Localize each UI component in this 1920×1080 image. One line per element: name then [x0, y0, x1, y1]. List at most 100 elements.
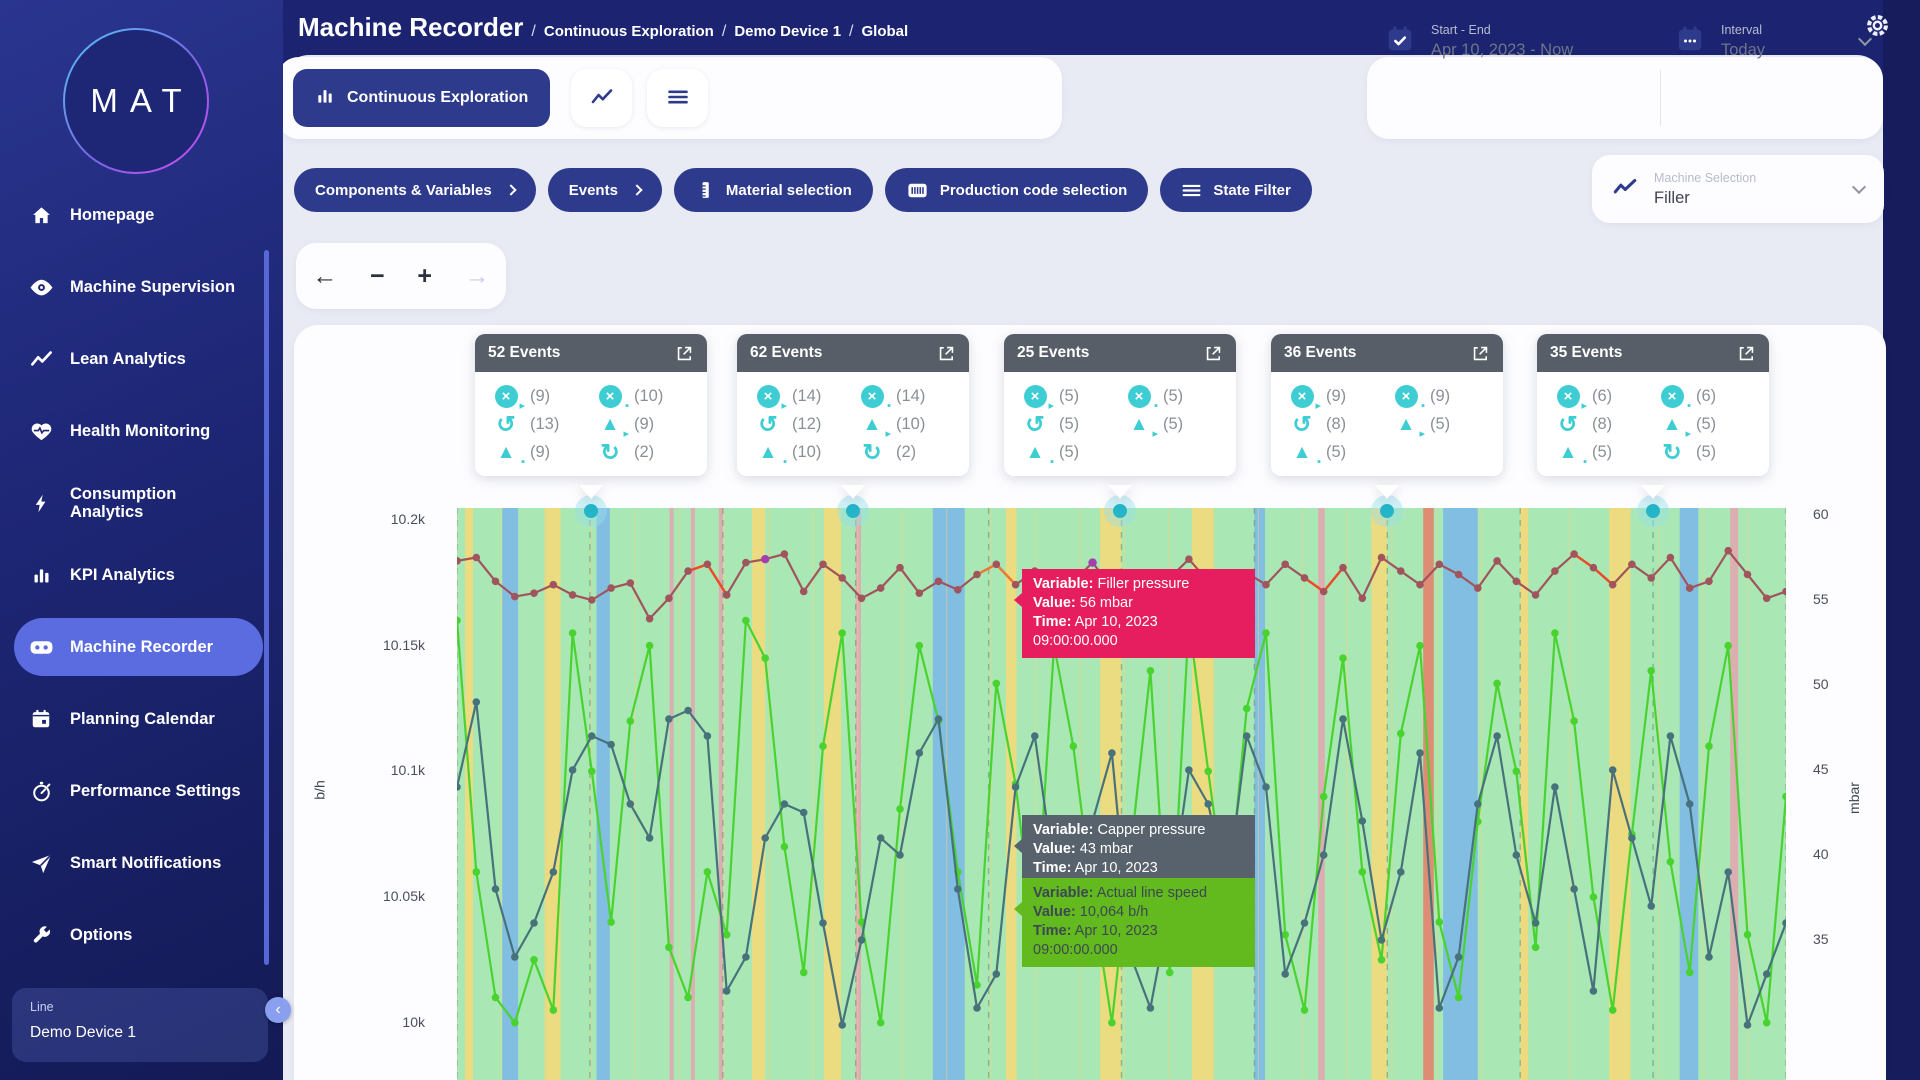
event-marker-dot[interactable] — [584, 504, 599, 518]
breadcrumb-global[interactable]: Global — [861, 23, 909, 40]
cancel-event-icon: × ▸ — [492, 385, 525, 411]
pan-forward-button[interactable]: → — [464, 261, 490, 290]
event-entry: ↺ (8) — [1554, 411, 1658, 438]
interval-value: Today — [1721, 40, 1766, 59]
event-entry: ▲ ▸ (9) — [596, 411, 700, 439]
filter-material-selection[interactable]: Material selection — [673, 168, 873, 212]
sidebar-item-lean-analytics[interactable]: Lean Analytics — [0, 323, 283, 395]
event-entry: ↺ (8) — [1288, 411, 1392, 438]
square-badge-icon: ▪ — [1154, 399, 1158, 412]
continuous-exploration-label: Continuous Exploration — [347, 89, 529, 106]
machine-selection-select[interactable]: Machine Selection Filler — [1592, 155, 1884, 223]
filter-state-filter[interactable]: State Filter — [1160, 168, 1312, 212]
event-count: (2) — [634, 443, 655, 461]
event-marker-dot[interactable] — [1380, 504, 1395, 518]
sidebar-item-machine-supervision[interactable]: Machine Supervision — [0, 251, 283, 323]
event-entry: × ▸ (6) — [1554, 383, 1658, 411]
device-card[interactable]: Line Demo Device 1 — [12, 988, 268, 1062]
continuous-exploration-button[interactable]: Continuous Exploration — [293, 69, 551, 127]
interval-select[interactable]: Interval Today — [1675, 0, 1873, 82]
page-title: Machine Recorder — [298, 12, 524, 42]
sidebar-item-label: KPI Analytics — [70, 565, 175, 584]
clock-event-icon: ↻ — [1662, 439, 1682, 465]
brand-logo-text: MAT — [90, 82, 194, 119]
cancel-event-icon: × ▪ — [858, 385, 891, 411]
sidebar-item-performance-settings[interactable]: Performance Settings — [0, 755, 283, 827]
sidebar-scrollbar[interactable] — [264, 250, 269, 965]
event-box-title: 36 Events — [1284, 344, 1357, 361]
trend-view-button[interactable] — [571, 69, 632, 127]
external-link-icon[interactable] — [937, 344, 956, 363]
sidebar-collapse-button[interactable]: ‹ — [265, 997, 291, 1023]
sidebar-item-homepage[interactable]: Homepage — [0, 179, 283, 251]
sidebar-item-options[interactable]: Options — [0, 899, 283, 971]
cancel-event-icon: × ▸ — [1554, 385, 1587, 411]
menu-view-button[interactable] — [647, 69, 708, 127]
event-entry: × ▸ (14) — [754, 383, 858, 411]
external-link-icon[interactable] — [1471, 344, 1490, 363]
event-entry: ↺ (12) — [754, 411, 858, 438]
event-marker-dot[interactable] — [846, 504, 861, 518]
sidebar-item-machine-recorder[interactable]: Machine Recorder — [0, 611, 283, 683]
zoom-out-button[interactable]: − — [370, 261, 385, 290]
event-count: (9) — [530, 443, 551, 461]
right-axis-tick: 55 — [1813, 591, 1829, 607]
calendar-icon — [1675, 24, 1705, 59]
event-count: (9) — [634, 415, 655, 433]
cancel-event-icon: × ▪ — [1392, 385, 1425, 411]
warning-event-icon: ▲ ▪ — [1558, 442, 1587, 468]
breadcrumb-separator: / — [721, 23, 727, 40]
external-link-icon[interactable] — [675, 344, 694, 363]
filter-components-variables[interactable]: Components & Variables — [294, 168, 536, 212]
device-card-name: Demo Device 1 — [30, 1024, 136, 1041]
sidebar-item-planning-calendar[interactable]: Planning Calendar — [0, 683, 283, 755]
filter-events[interactable]: Events — [547, 168, 662, 212]
wrench-icon — [26, 924, 56, 946]
event-marker-dot[interactable] — [1113, 504, 1128, 518]
sidebar-item-health-monitoring[interactable]: Health Monitoring — [0, 395, 283, 467]
sidebar-item-smart-notifications[interactable]: Smart Notifications — [0, 827, 283, 899]
event-count: (5) — [1163, 415, 1184, 433]
triangle-badge-icon: ▸ — [781, 399, 787, 412]
start-end-label: Start - End — [1431, 22, 1491, 37]
filter-label: Production code selection — [939, 181, 1128, 199]
event-box-pointer — [1375, 485, 1399, 499]
event-entry: ▲ ▸ (10) — [858, 411, 962, 439]
home-icon — [26, 204, 56, 227]
warning-event-icon: ▲ ▸ — [1396, 414, 1425, 440]
filter-production-code-selection[interactable]: Production code selection — [884, 168, 1149, 212]
cancel-event-icon: × ▸ — [754, 385, 787, 411]
bars-icon — [26, 565, 56, 586]
triangle-badge-icon: ▸ — [519, 399, 525, 412]
settings-gear-icon[interactable] — [1864, 12, 1891, 44]
breadcrumb-separator: / — [849, 23, 854, 40]
breadcrumb-continuous-exploration[interactable]: Continuous Exploration — [543, 23, 714, 40]
breadcrumb-demo-device-1[interactable]: Demo Device 1 — [734, 23, 842, 40]
start-end-picker[interactable]: Start - End Apr 10, 2023 - Now — [1385, 0, 1573, 82]
event-entry: × ▪ (6) — [1658, 383, 1762, 412]
external-link-icon[interactable] — [1204, 344, 1223, 363]
clock-event-icon: ↻ — [600, 439, 620, 465]
event-count: (10) — [792, 443, 822, 461]
event-box-title: 52 Events — [488, 344, 561, 361]
square-badge-icon: ▪ — [1687, 399, 1691, 412]
left-axis-tick: 10.2k — [390, 511, 425, 527]
event-box-pointer — [579, 485, 603, 499]
triangle-badge-icon: ▸ — [1048, 399, 1054, 412]
event-box-title: 25 Events — [1017, 344, 1090, 361]
pan-back-button[interactable]: ← — [312, 261, 338, 290]
event-count: (6) — [1592, 387, 1613, 405]
chart-nav-card: ← − + → — [296, 243, 506, 309]
sidebar-item-consumption-analytics[interactable]: Consumption Analytics — [0, 467, 283, 539]
event-count: (2) — [896, 443, 917, 461]
square-badge-icon: ▪ — [1317, 455, 1321, 468]
external-link-icon[interactable] — [1737, 344, 1756, 363]
event-count: (10) — [634, 387, 664, 405]
square-badge-icon: ▪ — [1583, 455, 1587, 468]
zoom-in-button[interactable]: + — [417, 261, 432, 290]
material-icon — [695, 180, 715, 200]
sidebar-item-kpi-analytics[interactable]: KPI Analytics — [0, 539, 283, 611]
event-marker-dot[interactable] — [1646, 504, 1661, 518]
left-axis-tick: 10k — [402, 1013, 425, 1030]
